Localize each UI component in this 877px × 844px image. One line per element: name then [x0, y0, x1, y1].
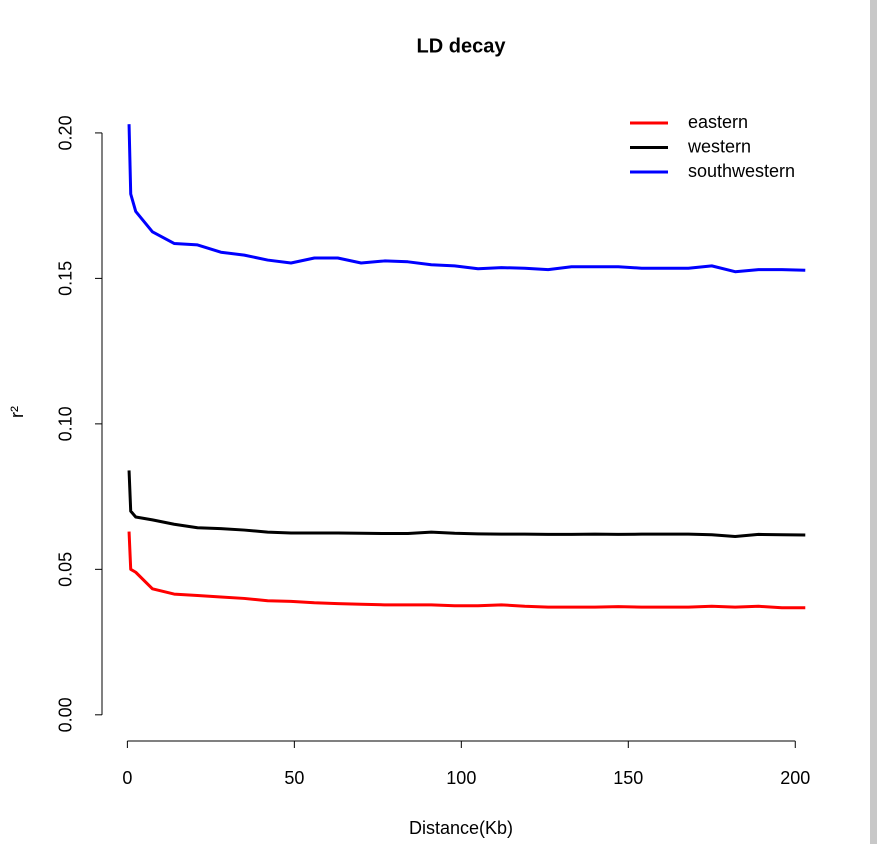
y-tick-label: 0.00 [56, 697, 76, 732]
window-border [870, 0, 877, 844]
legend-label: western [687, 136, 751, 156]
data-line [127, 470, 806, 538]
x-tick-label: 0 [122, 768, 132, 788]
x-tick-label: 100 [446, 768, 476, 788]
y-axis-label: r² [7, 406, 27, 418]
y-tick-label: 0.20 [56, 115, 76, 150]
x-tick-label: 150 [613, 768, 643, 788]
data-line [127, 124, 806, 274]
y-tick-label: 0.15 [56, 261, 76, 296]
legend-label: southwestern [688, 161, 795, 181]
y-tick-label: 0.05 [56, 552, 76, 587]
data-line [127, 531, 806, 610]
chart-title: LD decay [417, 35, 507, 57]
x-tick-label: 50 [284, 768, 304, 788]
legend-label: eastern [688, 112, 748, 132]
x-axis-label: Distance(Kb) [409, 818, 513, 838]
x-tick-label: 200 [780, 768, 810, 788]
y-tick-label: 0.10 [56, 406, 76, 441]
